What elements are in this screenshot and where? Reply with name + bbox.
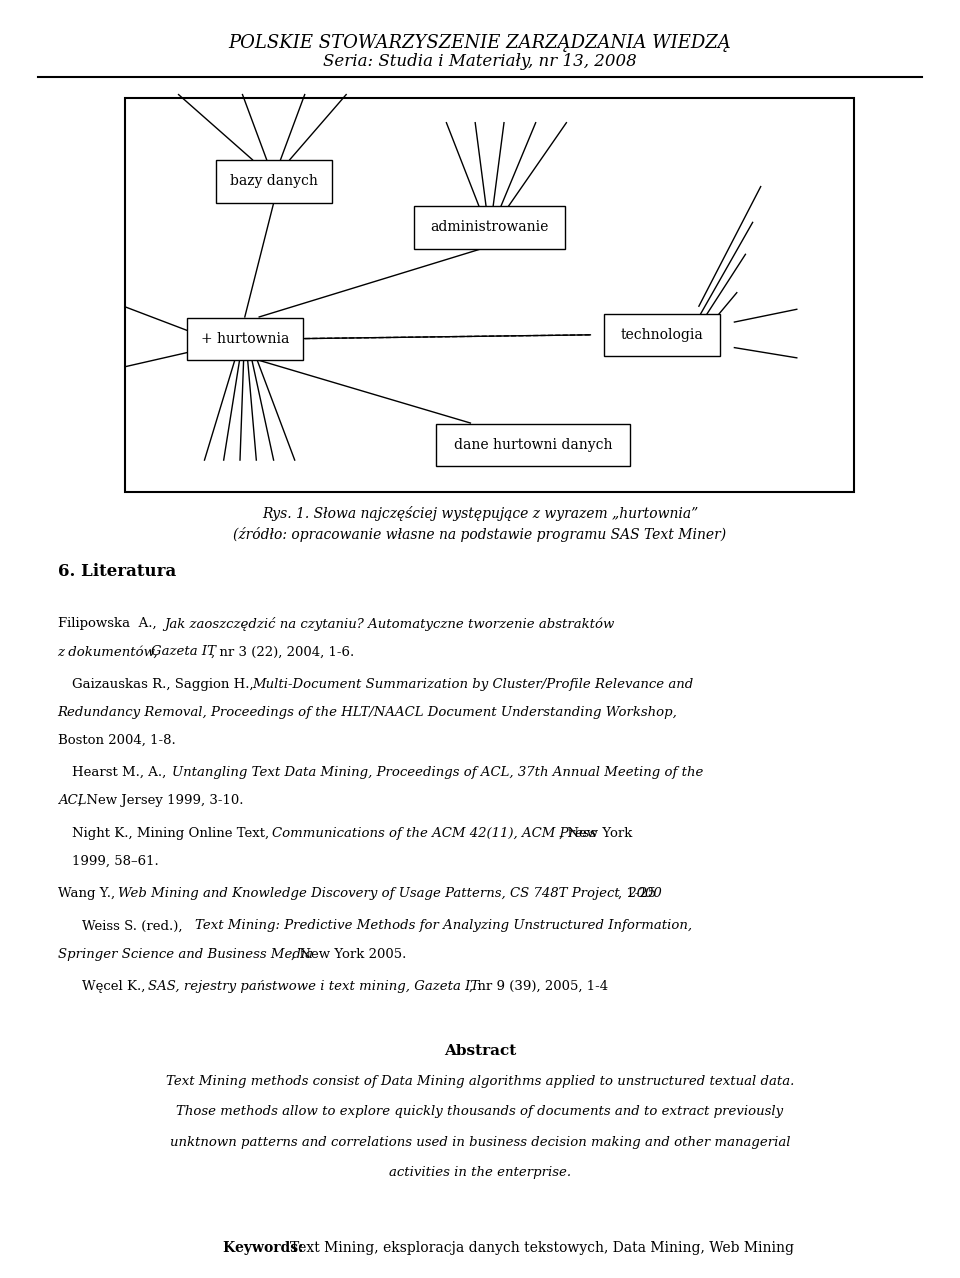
FancyBboxPatch shape [436,423,630,465]
Text: Jak zaoszczędzić na czytaniu? Automatyczne tworzenie abstraktów: Jak zaoszczędzić na czytaniu? Automatycz… [164,617,614,630]
Text: Text Mining, eksploracja danych tekstowych, Data Mining, Web Mining: Text Mining, eksploracja danych tekstowy… [290,1241,794,1255]
Text: POLSKIE STOWARZYSZENIE ZARZĄDZANIA WIEDZĄ: POLSKIE STOWARZYSZENIE ZARZĄDZANIA WIEDZ… [228,35,732,52]
FancyBboxPatch shape [215,160,331,202]
Text: , 1-25: , 1-25 [618,887,657,900]
Text: Hearst M., A.,: Hearst M., A., [72,767,171,780]
Text: Gazeta IT: Gazeta IT [151,645,216,658]
Text: Text Mining methods consist of Data Mining algorithms applied to unstructured te: Text Mining methods consist of Data Mini… [166,1075,794,1088]
FancyBboxPatch shape [186,317,303,360]
Text: , New York 2005.: , New York 2005. [291,947,406,961]
Text: (źródło: opracowanie własne na podstawie programu SAS Text Miner): (źródło: opracowanie własne na podstawie… [233,527,727,542]
Text: Night K., Mining Online Text,: Night K., Mining Online Text, [72,827,274,840]
Text: 6. Literatura: 6. Literatura [58,562,176,580]
Text: Węcel K.,: Węcel K., [82,980,149,993]
Text: + hurtownia: + hurtownia [201,332,289,345]
Text: bazy danych: bazy danych [229,175,318,188]
FancyBboxPatch shape [415,206,564,248]
Text: technologia: technologia [621,328,704,341]
Text: dane hurtowni danych: dane hurtowni danych [453,438,612,451]
FancyBboxPatch shape [125,98,854,492]
Text: Seria: Studia i Materiały, nr 13, 2008: Seria: Studia i Materiały, nr 13, 2008 [324,52,636,70]
Text: Weiss S. (red.),: Weiss S. (red.), [82,919,186,933]
Text: administrowanie: administrowanie [430,221,549,234]
Text: ACL: ACL [58,795,86,808]
Text: , nr 9 (39), 2005, 1-4: , nr 9 (39), 2005, 1-4 [468,980,608,993]
Text: Filipowska  A.,: Filipowska A., [58,617,160,630]
Text: Springer Science and Business Media: Springer Science and Business Media [58,947,313,961]
Text: Gaizauskas R., Saggion H.,: Gaizauskas R., Saggion H., [72,677,258,690]
Text: Rys. 1. Słowa najczęściej występujące z wyrazem „hurtownia”: Rys. 1. Słowa najczęściej występujące z … [262,506,698,521]
Text: Keywords:: Keywords: [224,1241,308,1255]
Text: Untangling Text Data Mining, Proceedings of ACL, 37th Annual Meeting of the: Untangling Text Data Mining, Proceedings… [172,767,704,780]
Text: , New Jersey 1999, 3-10.: , New Jersey 1999, 3-10. [78,795,243,808]
Text: Abstract: Abstract [444,1044,516,1058]
Text: Web Mining and Knowledge Discovery of Usage Patterns, CS 748T Project  2000: Web Mining and Knowledge Discovery of Us… [118,887,661,900]
Text: 1999, 58–61.: 1999, 58–61. [72,855,158,868]
Text: Boston 2004, 1-8.: Boston 2004, 1-8. [58,734,176,746]
FancyBboxPatch shape [605,313,720,355]
Text: Those methods allow to explore quickly thousands of documents and to extract pre: Those methods allow to explore quickly t… [177,1105,783,1118]
Text: Redundancy Removal, Proceedings of the HLT/NAACL Document Understanding Workshop: Redundancy Removal, Proceedings of the H… [58,705,678,718]
Text: z dokumentów,: z dokumentów, [58,645,162,658]
Text: Text Mining: Predictive Methods for Analyzing Unstructured Information,: Text Mining: Predictive Methods for Anal… [195,919,692,933]
Text: , nr 3 (22), 2004, 1-6.: , nr 3 (22), 2004, 1-6. [211,645,354,658]
Text: Multi-Document Summarization by Cluster/Profile Relevance and: Multi-Document Summarization by Cluster/… [252,677,693,690]
Text: activities in the enterprise.: activities in the enterprise. [389,1166,571,1180]
Text: , New York: , New York [559,827,633,840]
Text: Wang Y.,: Wang Y., [58,887,119,900]
Text: unktnown patterns and correlations used in business decision making and other ma: unktnown patterns and correlations used … [170,1136,790,1149]
Text: SAS, rejestry państwowe i text mining, Gazeta IT: SAS, rejestry państwowe i text mining, G… [148,980,480,993]
Text: Communications of the ACM 42(11), ACM Press: Communications of the ACM 42(11), ACM Pr… [273,827,596,840]
